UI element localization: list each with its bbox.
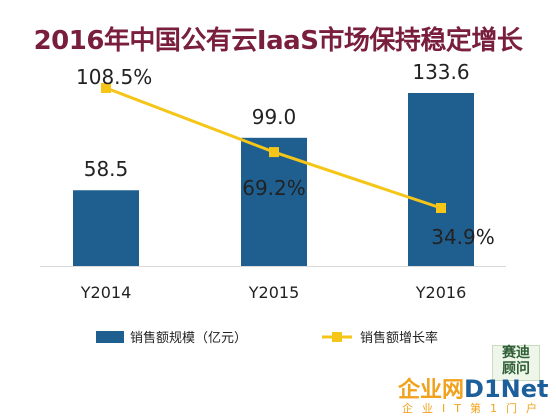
bar-value-label: 133.6 [412, 60, 469, 84]
watermark-logo: 企业网D1Net [398, 372, 556, 404]
watermark-stamp: 赛迪顾问 [496, 345, 536, 377]
legend-bar-swatch [96, 331, 124, 343]
legend-line-marker [332, 332, 342, 342]
growth-rate-point [269, 147, 279, 158]
bar-value-label: 58.5 [84, 157, 129, 181]
watermark-stamp-text: 赛迪顾问 [502, 345, 530, 377]
x-tick-label: Y2014 [80, 283, 132, 302]
growth-rate-label: 69.2% [242, 176, 306, 200]
legend-bar-label: 销售额规模（亿元） [130, 330, 247, 346]
bar-y2014 [73, 190, 139, 266]
watermark-logo-en: D1Net [464, 375, 549, 403]
legend-line-label: 销售额增长率 [360, 330, 438, 346]
x-tick-label: Y2016 [415, 283, 467, 302]
growth-rate-point [436, 203, 446, 213]
bar-y2016 [408, 93, 474, 266]
growth-rate-label: 108.5% [76, 65, 152, 89]
watermark-subtitle: 企业IT第1门户 [402, 402, 546, 415]
bar-value-label: 99.0 [252, 105, 297, 129]
watermark-stamp-frame [492, 345, 540, 381]
watermark-logo-cn: 企业网 [398, 378, 465, 403]
chart-title: 2016年中国公有云IaaS市场保持稳定增长 [33, 26, 523, 56]
growth-rate-label: 34.9% [431, 225, 495, 249]
x-tick-label: Y2015 [248, 283, 300, 302]
growth-rate-point [101, 83, 111, 93]
